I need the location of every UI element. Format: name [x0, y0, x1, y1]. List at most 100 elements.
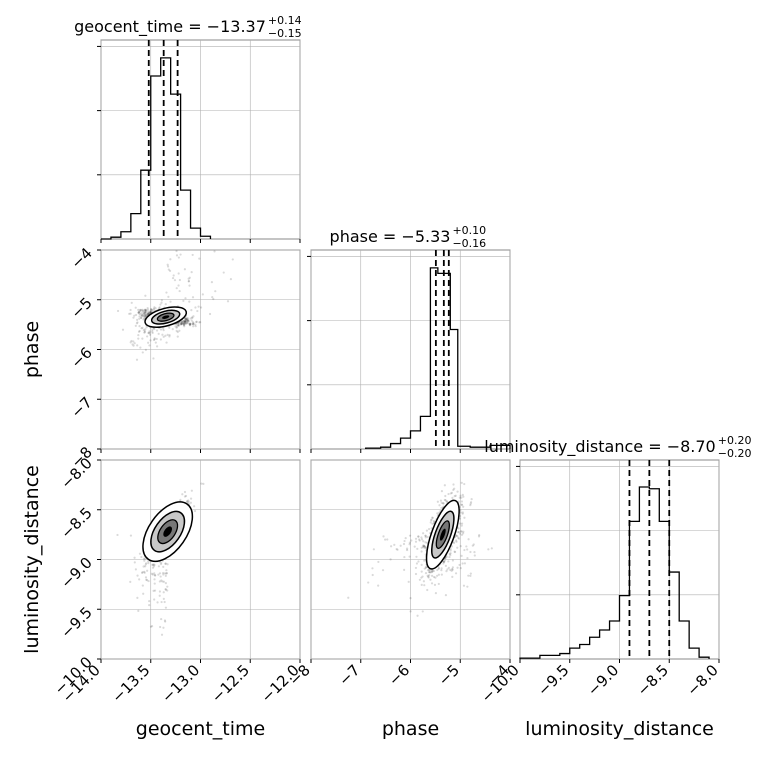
sample-point: [142, 312, 146, 315]
sample-point: [490, 547, 493, 550]
sample-point: [186, 317, 190, 320]
sample-point: [141, 314, 144, 317]
sample-point: [444, 564, 447, 567]
sample-point: [386, 538, 389, 541]
sample-point: [165, 291, 168, 294]
sample-point: [146, 310, 150, 313]
sample-point: [175, 329, 178, 332]
sample-point: [149, 310, 152, 314]
sample-point: [416, 614, 419, 617]
sample-point: [162, 580, 165, 583]
sample-point: [164, 574, 167, 577]
sample-point: [145, 309, 148, 312]
sample-point: [440, 501, 443, 505]
sample-point: [440, 490, 444, 493]
sample-point: [137, 311, 140, 314]
sample-point: [457, 536, 460, 539]
sample-point: [139, 308, 143, 311]
sample-point: [443, 560, 446, 564]
sample-point: [456, 531, 460, 534]
sample-point: [443, 484, 446, 487]
sample-point: [431, 522, 434, 525]
sample-point: [402, 542, 406, 546]
sample-point: [436, 574, 439, 577]
sample-point: [451, 566, 454, 569]
sample-point: [189, 323, 192, 326]
sample-point: [141, 584, 144, 587]
sample-point: [129, 341, 132, 344]
sample-point: [169, 258, 172, 261]
sample-point: [208, 312, 212, 316]
sample-point: [166, 263, 169, 266]
sample-point: [456, 490, 459, 493]
sample-point: [451, 559, 455, 562]
sample-point: [166, 585, 169, 588]
sample-point: [460, 481, 463, 484]
sample-point: [147, 341, 150, 344]
sample-point: [186, 322, 190, 325]
sample-point: [430, 574, 434, 577]
sample-point: [459, 511, 462, 514]
sample-point: [463, 562, 466, 565]
sample-point: [129, 312, 132, 315]
sample-point: [445, 500, 448, 503]
sample-point: [183, 268, 186, 271]
sample-point: [149, 310, 152, 314]
sample-point: [148, 330, 151, 333]
sample-point: [466, 556, 469, 560]
sample-point: [189, 317, 192, 320]
sample-point: [165, 571, 168, 575]
sample-point: [144, 309, 147, 312]
panel-title-geocent_time: geocent_time = −13.37 +0.14−0.15: [74, 14, 302, 40]
sample-point: [427, 575, 430, 578]
sample-point: [146, 312, 150, 316]
sample-point: [173, 279, 177, 282]
sample-point: [143, 329, 146, 333]
histogram-step-phase: [365, 267, 511, 449]
sample-point: [189, 497, 193, 500]
sample-point: [424, 541, 427, 544]
sample-point: [463, 482, 466, 486]
sample-point: [414, 572, 418, 576]
sample-point: [423, 545, 426, 548]
sample-point: [141, 337, 144, 340]
sample-point: [187, 277, 190, 280]
sample-point: [145, 314, 148, 317]
sample-point: [152, 563, 155, 566]
sample-point: [460, 503, 464, 506]
sample-point: [141, 309, 144, 312]
sample-point: [213, 250, 216, 253]
x-tick-label: −9.5: [534, 661, 572, 699]
sample-point: [399, 544, 402, 547]
sample-point: [347, 596, 350, 599]
sample-point: [462, 584, 466, 587]
sample-point: [422, 544, 425, 547]
sample-point: [134, 306, 137, 309]
sample-point: [451, 568, 454, 571]
sample-point: [149, 625, 153, 628]
sample-point: [420, 583, 423, 586]
sample-point: [182, 324, 186, 327]
sample-point: [144, 311, 147, 314]
sample-point: [166, 563, 169, 566]
sample-point: [165, 569, 168, 572]
title-main: phase = −5.33: [330, 227, 451, 246]
sample-point: [177, 256, 180, 259]
sample-point: [176, 335, 179, 338]
x-tick-label: −12.5: [208, 661, 253, 706]
sample-point: [191, 296, 195, 299]
sample-point: [144, 576, 148, 579]
sample-point: [450, 491, 454, 495]
sample-point: [153, 578, 156, 581]
sample-point: [457, 530, 460, 534]
sample-point: [180, 320, 183, 324]
sample-point: [143, 571, 146, 574]
sample-point: [188, 322, 191, 325]
sample-point: [187, 318, 190, 322]
sample-point: [448, 555, 451, 559]
sample-point: [458, 496, 461, 499]
sample-point: [130, 301, 133, 304]
sample-point: [194, 323, 197, 326]
sample-point: [453, 550, 457, 554]
sample-point: [226, 300, 230, 303]
